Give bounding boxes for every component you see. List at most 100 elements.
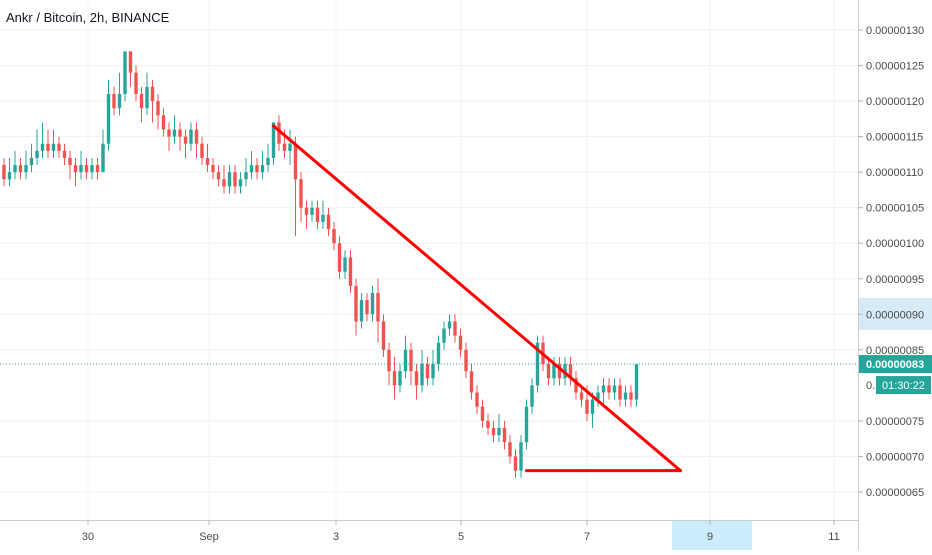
candle-down[interactable] xyxy=(354,278,358,336)
candle-up[interactable] xyxy=(106,79,111,151)
candle-down[interactable] xyxy=(128,51,133,87)
candle-up[interactable] xyxy=(442,321,446,350)
candle-up[interactable] xyxy=(519,435,523,478)
candle-down[interactable] xyxy=(183,129,188,158)
candle-down[interactable] xyxy=(150,79,155,123)
candle-up[interactable] xyxy=(29,143,34,173)
candle-down[interactable] xyxy=(293,136,298,237)
candle-down[interactable] xyxy=(491,420,496,443)
candle-up[interactable] xyxy=(244,157,248,187)
candle-up[interactable] xyxy=(634,364,639,407)
trendline-1[interactable] xyxy=(272,124,682,473)
candle-down[interactable] xyxy=(255,157,259,180)
candle-down[interactable] xyxy=(73,157,78,187)
candle-down[interactable] xyxy=(326,207,331,237)
candle-up[interactable] xyxy=(90,157,94,180)
candle-down[interactable] xyxy=(348,250,353,293)
candle-up[interactable] xyxy=(590,392,595,429)
candle-down[interactable] xyxy=(62,143,67,166)
candle-down[interactable] xyxy=(475,385,479,414)
candle-down[interactable] xyxy=(365,292,369,322)
candle-down[interactable] xyxy=(156,93,160,130)
candle-down[interactable] xyxy=(607,378,611,400)
candle-down[interactable] xyxy=(178,122,182,151)
candle-down[interactable] xyxy=(304,200,309,230)
candle-up[interactable] xyxy=(288,129,292,166)
candle-up[interactable] xyxy=(35,129,39,166)
candle-down[interactable] xyxy=(629,385,633,407)
candle-up[interactable] xyxy=(343,250,347,279)
candle-down[interactable] xyxy=(574,371,578,400)
candle-up[interactable] xyxy=(359,292,364,329)
candle-down[interactable] xyxy=(376,278,380,343)
candle-down[interactable] xyxy=(557,356,562,386)
candle-down[interactable] xyxy=(95,157,100,180)
candle-up[interactable] xyxy=(266,143,270,173)
candle-down[interactable] xyxy=(315,200,320,230)
candle-down[interactable] xyxy=(568,356,573,386)
candle-up[interactable] xyxy=(101,129,105,173)
candle-down[interactable] xyxy=(161,108,166,137)
candle-down[interactable] xyxy=(469,364,474,400)
candle-up[interactable] xyxy=(612,378,617,400)
candle-down[interactable] xyxy=(2,157,6,187)
candle-down[interactable] xyxy=(337,236,342,279)
candle-up[interactable] xyxy=(24,150,28,180)
candle-up[interactable] xyxy=(447,314,452,336)
candle-up[interactable] xyxy=(7,157,12,187)
candle-down[interactable] xyxy=(453,314,457,343)
candle-down[interactable] xyxy=(139,86,144,123)
candle-up[interactable] xyxy=(403,335,408,379)
candle-down[interactable] xyxy=(18,157,23,180)
candle-up[interactable] xyxy=(623,385,628,407)
candle-down[interactable] xyxy=(167,122,171,151)
candle-down[interactable] xyxy=(233,165,237,194)
candle-down[interactable] xyxy=(425,356,430,386)
candle-up[interactable] xyxy=(436,335,441,372)
candle-down[interactable] xyxy=(513,449,518,478)
candle-up[interactable] xyxy=(145,72,149,116)
candle-down[interactable] xyxy=(486,413,490,436)
candle-down[interactable] xyxy=(392,356,397,400)
candle-down[interactable] xyxy=(211,157,215,180)
candle-down[interactable] xyxy=(381,314,386,357)
candle-up[interactable] xyxy=(530,378,534,414)
candle-up[interactable] xyxy=(596,385,600,407)
candle-down[interactable] xyxy=(618,378,622,407)
candle-up[interactable] xyxy=(13,150,17,180)
candle-down[interactable] xyxy=(222,165,226,194)
candle-up[interactable] xyxy=(420,349,424,393)
candle-down[interactable] xyxy=(299,172,303,222)
candle-up[interactable] xyxy=(370,285,375,322)
candle-down[interactable] xyxy=(546,356,551,386)
candle-up[interactable] xyxy=(524,399,529,450)
candle-down[interactable] xyxy=(216,165,221,187)
candle-down[interactable] xyxy=(194,122,199,158)
candle-up[interactable] xyxy=(172,115,177,144)
candle-down[interactable] xyxy=(200,136,204,166)
candle-down[interactable] xyxy=(458,328,463,357)
candle-up[interactable] xyxy=(40,122,45,158)
candle-up[interactable] xyxy=(117,72,122,116)
candle-up[interactable] xyxy=(123,51,127,102)
candle-up[interactable] xyxy=(601,378,606,407)
candle-up[interactable] xyxy=(260,150,265,180)
candle-up[interactable] xyxy=(321,200,325,230)
candle-up[interactable] xyxy=(51,129,56,158)
candle-down[interactable] xyxy=(68,150,72,180)
candle-up[interactable] xyxy=(249,150,254,180)
candle-down[interactable] xyxy=(332,221,336,251)
candle-up[interactable] xyxy=(271,122,276,166)
candle-down[interactable] xyxy=(84,157,89,180)
candle-up[interactable] xyxy=(79,150,83,180)
candle-down[interactable] xyxy=(579,385,584,407)
candle-down[interactable] xyxy=(205,143,210,173)
candle-up[interactable] xyxy=(238,172,243,194)
candle-down[interactable] xyxy=(508,435,512,464)
candle-down[interactable] xyxy=(134,65,138,102)
candle-down[interactable] xyxy=(464,342,468,379)
candle-down[interactable] xyxy=(480,399,485,429)
candle-up[interactable] xyxy=(497,413,501,443)
